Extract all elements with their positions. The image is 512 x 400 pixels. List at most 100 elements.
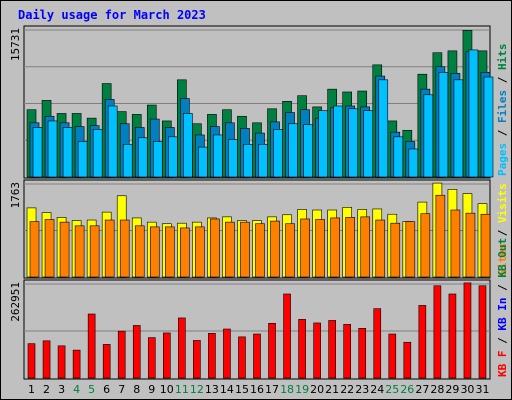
bar-kbytes-28: [433, 285, 442, 379]
x-tick-label-24: 24: [370, 383, 384, 396]
bar-kbytes-21: [328, 320, 336, 379]
bar-sites-25: [390, 222, 401, 278]
x-tick-label-28: 28: [430, 383, 444, 396]
bar-sites-10: [165, 226, 175, 278]
bar-sites-2: [44, 219, 55, 278]
bar-kbytes-5: [87, 313, 96, 379]
bar-sites-13: [210, 218, 220, 278]
bar-sites-5: [89, 225, 100, 278]
x-tick-label-26: 26: [400, 383, 414, 396]
bar-pages-3: [62, 127, 73, 178]
bar-sites-18: [285, 223, 295, 278]
bar-sites-4: [74, 225, 85, 278]
bar-kbytes-31: [478, 285, 487, 379]
x-tick-label-10: 10: [160, 383, 174, 396]
bar-sites-23: [360, 216, 371, 278]
bar-kbytes-20: [313, 322, 321, 379]
x-tick-label-17: 17: [265, 383, 279, 396]
x-tick-label-2: 2: [43, 383, 50, 396]
bar-sites-8: [134, 225, 145, 278]
bar-sites-30: [465, 212, 476, 278]
bar-kbytes-9: [147, 337, 156, 379]
bar-kbytes-23: [358, 328, 367, 379]
x-tick-label-13: 13: [205, 383, 219, 396]
bar-sites-1: [29, 221, 40, 278]
legend-top-part-3: /: [496, 70, 509, 90]
bar-sites-29: [450, 209, 461, 278]
x-tick-label-11: 11: [175, 383, 189, 396]
bar-pages-7: [122, 143, 133, 178]
bar-kbytes-26: [403, 341, 412, 379]
bar-kbytes-6: [102, 344, 111, 379]
bar-pages-23: [363, 110, 374, 178]
bar-pages-5: [92, 129, 103, 178]
bar-sites-6: [104, 219, 115, 278]
legend-top-part-0: Pages: [496, 143, 509, 176]
bar-kbytes-11: [178, 317, 186, 379]
bar-sites-21: [330, 217, 340, 278]
bar-pages-9: [152, 141, 163, 178]
bar-sites-22: [345, 217, 355, 278]
bar-kbytes-27: [418, 305, 427, 379]
bar-kbytes-1: [27, 343, 36, 379]
bar-sites-17: [270, 220, 280, 278]
legend-bottom: KB F / KB In / KB Out: [496, 238, 509, 377]
bar-pages-26: [408, 148, 419, 178]
bar-sites-14: [225, 221, 235, 278]
bar-pages-21: [333, 105, 343, 178]
legend-bottom-part-0: KB F: [496, 351, 509, 378]
x-tick-label-8: 8: [133, 383, 140, 396]
bar-kbytes-13: [208, 333, 216, 379]
x-tick-label-20: 20: [310, 383, 324, 396]
bar-pages-2: [47, 120, 58, 178]
bar-sites-19: [300, 218, 310, 278]
bar-kbytes-2: [42, 340, 51, 379]
bar-kbytes-25: [388, 333, 397, 379]
bar-pages-19: [303, 124, 313, 178]
bar-sites-31: [480, 213, 491, 278]
bar-sites-26: [405, 221, 416, 278]
bar-kbytes-16: [253, 333, 261, 379]
bar-pages-10: [168, 136, 178, 178]
bar-sites-11: [180, 227, 190, 278]
bar-pages-24: [378, 79, 389, 178]
bar-pages-28: [438, 72, 449, 178]
bar-kbytes-4: [72, 349, 81, 379]
bar-sites-20: [315, 219, 325, 278]
x-tick-label-9: 9: [148, 383, 155, 396]
bar-pages-12: [198, 146, 208, 178]
x-tick-label-25: 25: [385, 383, 399, 396]
bar-kbytes-17: [268, 323, 276, 379]
x-tick-label-15: 15: [235, 383, 249, 396]
x-tick-label-4: 4: [73, 383, 80, 396]
x-tick-label-3: 3: [58, 383, 65, 396]
bar-kbytes-14: [223, 328, 231, 379]
bar-sites-12: [195, 226, 205, 278]
y-max-label-bottom: 262951: [9, 282, 22, 322]
bar-pages-30: [468, 49, 479, 178]
x-tick-label-30: 30: [460, 383, 474, 396]
legend-top-part-2: Files: [496, 90, 509, 123]
legend-bottom-part-1: /: [496, 331, 509, 351]
bar-pages-4: [77, 141, 88, 178]
legend-middle-part-0: Sites: [496, 243, 509, 276]
bar-kbytes-30: [463, 282, 472, 379]
bar-pages-6: [107, 105, 118, 178]
bar-sites-16: [255, 223, 265, 278]
bar-kbytes-3: [57, 345, 66, 379]
x-tick-label-12: 12: [190, 383, 204, 396]
bar-kbytes-29: [448, 293, 457, 379]
x-tick-label-29: 29: [445, 383, 459, 396]
x-tick-label-31: 31: [475, 383, 489, 396]
bar-pages-20: [318, 110, 328, 178]
bar-pages-14: [228, 139, 238, 178]
x-tick-label-7: 7: [118, 383, 125, 396]
legend-top: Pages / Files / Hits: [496, 44, 509, 177]
x-tick-label-27: 27: [415, 383, 429, 396]
bar-sites-9: [149, 226, 160, 278]
y-max-label-middle: 1763: [9, 182, 22, 209]
y-max-label-top: 15731: [9, 28, 22, 61]
x-tick-label-19: 19: [295, 383, 309, 396]
bar-kbytes-7: [117, 330, 126, 379]
